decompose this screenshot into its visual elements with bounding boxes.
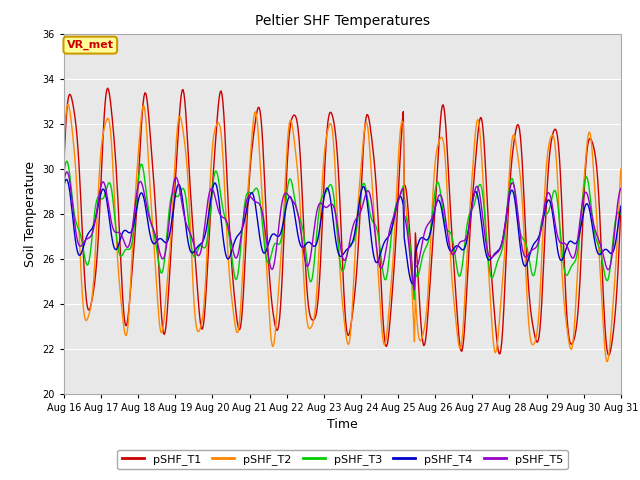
pSHF_T3 [159,264,167,270]
pSHF_T2 [603,359,611,364]
pSHF_T4 [159,238,167,244]
Line: pSHF_T3: pSHF_T3 [64,161,621,300]
Line: pSHF_T2: pSHF_T2 [64,105,621,361]
pSHF_T1 [617,206,625,212]
Line: pSHF_T5: pSHF_T5 [64,172,621,290]
pSHF_T3 [204,231,212,237]
pSHF_T5 [389,216,397,221]
pSHF_T4 [204,216,212,221]
pSHF_T1 [104,85,111,91]
Legend: pSHF_T1, pSHF_T2, pSHF_T3, pSHF_T4, pSHF_T5: pSHF_T1, pSHF_T2, pSHF_T3, pSHF_T4, pSHF… [117,450,568,469]
pSHF_T1 [204,254,212,260]
pSHF_T3 [60,171,68,177]
Y-axis label: Soil Temperature: Soil Temperature [24,161,37,266]
X-axis label: Time: Time [327,418,358,431]
pSHF_T4 [313,240,321,246]
Text: VR_met: VR_met [67,40,114,50]
pSHF_T3 [63,158,70,164]
pSHF_T3 [313,229,321,235]
pSHF_T1 [480,141,488,147]
pSHF_T5 [204,196,212,202]
pSHF_T2 [313,288,321,293]
pSHF_T4 [617,204,625,209]
pSHF_T5 [159,256,167,262]
pSHF_T1 [60,158,68,164]
pSHF_T4 [481,246,489,252]
pSHF_T4 [434,197,442,203]
pSHF_T1 [433,178,440,184]
pSHF_T5 [617,186,625,192]
pSHF_T3 [481,217,489,223]
pSHF_T4 [409,281,417,287]
pSHF_T3 [617,211,625,217]
pSHF_T1 [313,308,321,313]
pSHF_T2 [64,102,72,108]
pSHF_T2 [617,167,625,172]
Line: pSHF_T4: pSHF_T4 [64,180,621,284]
Title: Peltier SHF Temperatures: Peltier SHF Temperatures [255,14,430,28]
pSHF_T4 [389,221,397,227]
pSHF_T2 [480,198,488,204]
pSHF_T5 [60,178,68,184]
pSHF_T1 [605,352,612,358]
pSHF_T3 [411,297,419,302]
pSHF_T4 [60,182,68,188]
Line: pSHF_T1: pSHF_T1 [64,88,621,355]
pSHF_T2 [60,141,68,146]
pSHF_T5 [313,209,321,215]
pSHF_T1 [389,279,397,285]
pSHF_T2 [433,148,440,154]
pSHF_T1 [159,330,167,336]
pSHF_T3 [434,179,442,185]
pSHF_T4 [63,177,70,182]
pSHF_T5 [411,287,419,293]
pSHF_T3 [389,217,397,223]
pSHF_T5 [434,195,442,201]
pSHF_T5 [63,169,70,175]
pSHF_T2 [159,321,167,326]
pSHF_T5 [481,234,489,240]
pSHF_T2 [204,225,212,231]
pSHF_T2 [389,256,397,262]
